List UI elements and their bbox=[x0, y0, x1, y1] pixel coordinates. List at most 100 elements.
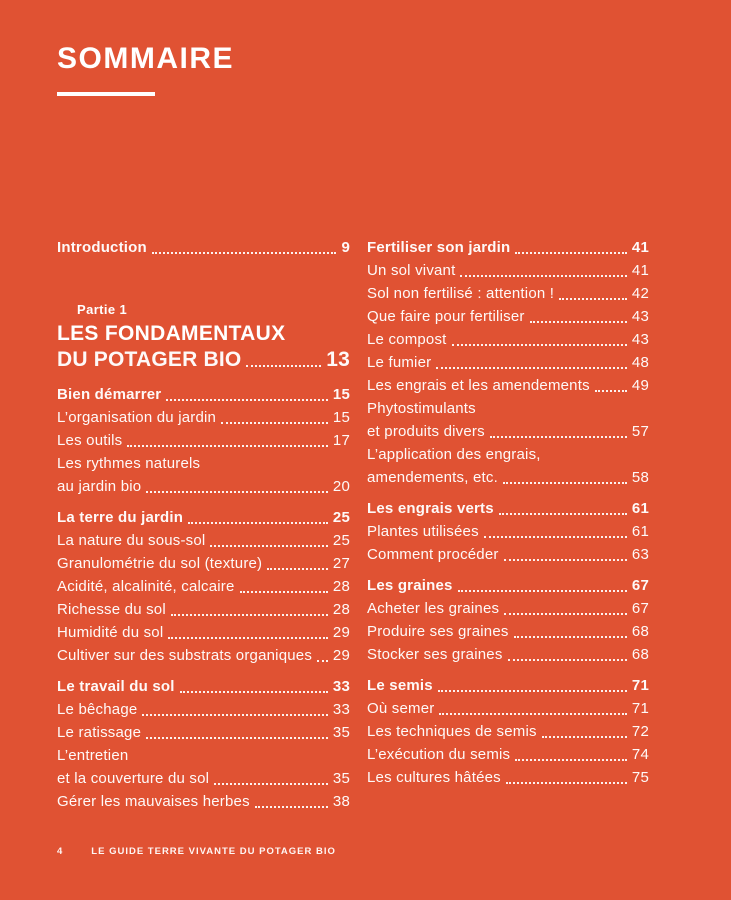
entry-label: Produire ses graines bbox=[367, 623, 509, 640]
toc-entry: Le compost 43 bbox=[367, 328, 649, 351]
entry-page: 41 bbox=[631, 262, 649, 279]
dot-leader bbox=[436, 367, 627, 369]
title-underline bbox=[57, 92, 155, 96]
entry-label: Introduction bbox=[57, 239, 147, 256]
entry-label: Les graines bbox=[367, 577, 453, 594]
dot-leader bbox=[168, 637, 328, 639]
entry-label: Les rythmes naturels bbox=[57, 455, 201, 472]
entry-page: 63 bbox=[631, 546, 649, 563]
toc-entry: Un sol vivant 41 bbox=[367, 259, 649, 282]
dot-leader bbox=[515, 252, 627, 254]
toc-column-right: Fertiliser son jardin 41 Un sol vivant 41 So… bbox=[367, 236, 649, 789]
dot-leader bbox=[239, 591, 328, 593]
entry-label: L’organisation du jardin bbox=[57, 409, 217, 426]
toc-entry: Stocker ses graines 68 bbox=[367, 643, 649, 666]
toc-entry: Le ratissage 35 bbox=[57, 721, 350, 744]
toc-entry: Phytostimulants bbox=[367, 397, 649, 420]
dot-leader bbox=[489, 436, 627, 438]
toc-entry: au jardin bio 20 bbox=[57, 475, 350, 498]
toc-section-heading: Les graines 67 bbox=[367, 574, 649, 597]
entry-page: 28 bbox=[332, 578, 350, 595]
entry-page: 29 bbox=[332, 647, 350, 664]
entry-page: 27 bbox=[332, 555, 350, 572]
entry-label: Plantes utilisées bbox=[367, 523, 479, 540]
entry-page: 72 bbox=[631, 723, 649, 740]
entry-label: Les techniques de semis bbox=[367, 723, 537, 740]
dot-leader bbox=[559, 298, 627, 300]
toc-entry: amendements, etc. 58 bbox=[367, 466, 649, 489]
entry-page: 67 bbox=[631, 577, 649, 594]
dot-leader bbox=[529, 321, 627, 323]
toc-entry: Les engrais et les amendements 49 bbox=[367, 374, 649, 397]
folio-page-number: 4 bbox=[57, 846, 64, 857]
entry-page: 29 bbox=[332, 624, 350, 641]
dot-leader bbox=[151, 252, 337, 254]
entry-label: Le ratissage bbox=[57, 724, 142, 741]
dot-leader bbox=[483, 536, 627, 538]
toc-entry: Les techniques de semis 72 bbox=[367, 720, 649, 743]
entry-label: Cultiver sur des substrats organiques bbox=[57, 647, 313, 664]
entry-label: Les cultures hâtées bbox=[367, 769, 501, 786]
entry-label: Fertiliser son jardin bbox=[367, 239, 511, 256]
entry-label: Bien démarrer bbox=[57, 386, 162, 403]
toc-section-heading: Les engrais verts 61 bbox=[367, 497, 649, 520]
page-footer: 4 LE GUIDE TERRE VIVANTE DU POTAGER BIO bbox=[57, 846, 336, 857]
toc-section: La terre du jardin 25 La nature du sous-so… bbox=[57, 506, 350, 667]
entry-page: 15 bbox=[332, 386, 350, 403]
entry-label: Le semis bbox=[367, 677, 433, 694]
entry-page: 75 bbox=[631, 769, 649, 786]
dot-leader bbox=[188, 522, 328, 524]
entry-page: 61 bbox=[631, 523, 649, 540]
entry-label: L’application des engrais, bbox=[367, 446, 541, 463]
toc-entry: Où semer 71 bbox=[367, 697, 649, 720]
entry-label: et produits divers bbox=[367, 423, 485, 440]
toc-section-heading: Bien démarrer 15 bbox=[57, 383, 350, 406]
toc-entry: L’exécution du semis 74 bbox=[367, 743, 649, 766]
entry-page: 25 bbox=[332, 532, 350, 549]
part-kicker: Partie 1 bbox=[77, 302, 128, 317]
dot-leader bbox=[502, 482, 627, 484]
entry-label: Les engrais verts bbox=[367, 500, 494, 517]
entry-label: Acidité, alcalinité, calcaire bbox=[57, 578, 235, 595]
toc-entry: Humidité du sol 29 bbox=[57, 621, 350, 644]
entry-page: 41 bbox=[631, 239, 649, 256]
dot-leader bbox=[166, 399, 328, 401]
part-1-block: Partie 1 LES FONDAMENTAUX DU POTAGER BIO… bbox=[57, 302, 350, 373]
entry-label: Richesse du sol bbox=[57, 601, 166, 618]
dot-leader bbox=[513, 636, 627, 638]
entry-page: 71 bbox=[631, 700, 649, 717]
running-book-title: LE GUIDE TERRE VIVANTE DU POTAGER BIO bbox=[91, 846, 336, 857]
dot-leader bbox=[127, 445, 328, 447]
dot-leader bbox=[460, 275, 627, 277]
page-title: SOMMAIRE bbox=[57, 42, 234, 75]
toc-entry: Les outils 17 bbox=[57, 429, 350, 452]
toc-entry: Que faire pour fertiliser 43 bbox=[367, 305, 649, 328]
toc-entry: L’application des engrais, bbox=[367, 443, 649, 466]
entry-page: 48 bbox=[631, 354, 649, 371]
toc-section-heading: Fertiliser son jardin 41 bbox=[367, 236, 649, 259]
entry-label: et la couverture du sol bbox=[57, 770, 210, 787]
entry-label: Acheter les graines bbox=[367, 600, 500, 617]
toc-entry: Le fumier 48 bbox=[367, 351, 649, 374]
dot-leader bbox=[317, 660, 328, 662]
toc-entry: Granulométrie du sol (texture) 27 bbox=[57, 552, 350, 575]
entry-page: 42 bbox=[631, 285, 649, 302]
entry-page: 35 bbox=[332, 770, 350, 787]
toc-entry: et produits divers 57 bbox=[367, 420, 649, 443]
entry-page: 57 bbox=[631, 423, 649, 440]
entry-label: Humidité du sol bbox=[57, 624, 164, 641]
toc-section: Les engrais verts 61 Plantes utilisées 61 Co… bbox=[367, 497, 649, 566]
toc-entry: Produire ses graines 68 bbox=[367, 620, 649, 643]
toc-sections-left: Bien démarrer 15 L’organisation du jardin 1… bbox=[57, 383, 350, 813]
part-title-line-2: DU POTAGER BIO bbox=[57, 348, 242, 371]
entry-page: 15 bbox=[332, 409, 350, 426]
dot-leader bbox=[221, 422, 328, 424]
toc-entry-introduction: Introduction 9 bbox=[57, 236, 350, 259]
entry-page: 67 bbox=[631, 600, 649, 617]
dot-leader bbox=[439, 713, 627, 715]
entry-page: 28 bbox=[332, 601, 350, 618]
toc-sections-right: Fertiliser son jardin 41 Un sol vivant 41 So… bbox=[367, 236, 649, 789]
toc-section: Le travail du sol 33 Le bêchage 33 Le ratiss… bbox=[57, 675, 350, 813]
dot-leader bbox=[451, 344, 627, 346]
dot-leader bbox=[503, 559, 627, 561]
